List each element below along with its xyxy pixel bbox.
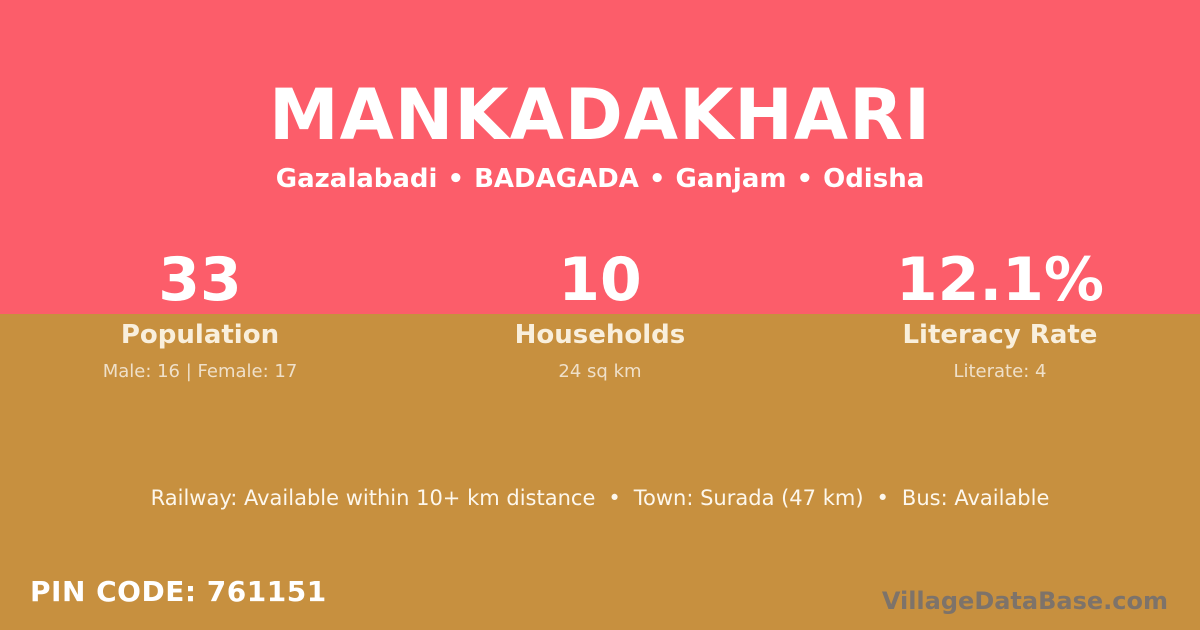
stat-values-row: 33 10 12.1% (0, 250, 1200, 314)
population-sublabel: Male: 16 | Female: 17 (102, 361, 298, 383)
breadcrumb-state: Odisha (823, 164, 925, 194)
breadcrumb-separator: • (447, 164, 465, 194)
breadcrumb: Gazalabadi • BADAGADA • Ganjam • Odisha (276, 164, 925, 194)
bus-info: Bus: Available (901, 486, 1050, 510)
header-panel: MANKADAKHARI Gazalabadi • BADAGADA • Ganjam •… (0, 0, 1200, 314)
breadcrumb-district: Ganjam (675, 164, 787, 194)
stat-labels-row: Population Male: 16 | Female: 17 Househo… (0, 314, 1200, 382)
transport-info: Railway: Available within 10+ km distanc… (0, 486, 1200, 510)
population-value: 33 (158, 245, 242, 315)
breadcrumb-separator: • (796, 164, 814, 194)
literacy-value: 12.1% (895, 245, 1105, 315)
households-sublabel: 24 sq km (558, 361, 642, 383)
literacy-label-cell: Literacy Rate Literate: 4 (800, 320, 1200, 382)
railway-info: Railway: Available within 10+ km distanc… (150, 486, 596, 510)
page-title: MANKADAKHARI (268, 74, 932, 156)
households-label-cell: Households 24 sq km (400, 320, 800, 382)
pin-code-text: PIN CODE: 761151 (30, 575, 327, 608)
population-label-cell: Population Male: 16 | Female: 17 (0, 320, 400, 382)
literacy-value-cell: 12.1% (800, 250, 1200, 310)
breadcrumb-block: BADAGADA (474, 164, 639, 194)
breadcrumb-village: Gazalabadi (275, 164, 438, 194)
transport-separator: • (608, 486, 621, 510)
population-value-cell: 33 (0, 250, 400, 310)
households-label: Households (514, 320, 686, 350)
town-info: Town: Surada (47 km) (633, 486, 864, 510)
households-value: 10 (558, 245, 642, 315)
households-value-cell: 10 (400, 250, 800, 310)
breadcrumb-separator: • (648, 164, 666, 194)
watermark-text: VillageDataBase.com (881, 587, 1168, 615)
literacy-sublabel: Literate: 4 (953, 361, 1047, 383)
population-label: Population (120, 320, 280, 350)
details-panel: Population Male: 16 | Female: 17 Househo… (0, 314, 1200, 630)
literacy-label: Literacy Rate (902, 320, 1098, 350)
transport-separator: • (876, 486, 889, 510)
